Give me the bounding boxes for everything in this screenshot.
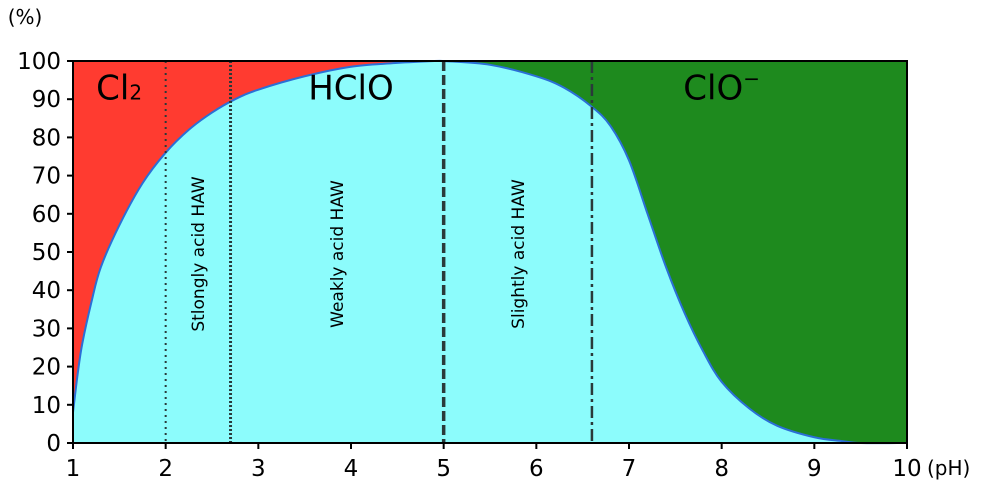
x-axis-unit: (pH)	[927, 456, 970, 480]
y-tick-label: 0	[46, 431, 61, 457]
x-tick-label: 9	[807, 456, 822, 482]
y-tick-label: 100	[17, 49, 61, 75]
axes: 0 10 20 30 40 50 60 70 80 90 100 1 2 3 4 5 6 7 8 9 10 (%) (pH)	[8, 5, 971, 482]
x-tick-label: 3	[251, 456, 266, 482]
region-labels: Cl2 HClO ClO−Stlongly acid HAW Weakly acid …	[96, 67, 760, 332]
y-tick-label: 20	[32, 355, 61, 381]
y-tick-label: 60	[32, 202, 61, 228]
y-tick-label: 40	[32, 278, 61, 304]
x-tick-label: 10	[892, 456, 921, 482]
hclo-region	[73, 60, 907, 444]
x-tick-label: 4	[344, 456, 359, 482]
band-label-1: Weakly acid HAW	[328, 180, 348, 328]
hclo-curve	[72, 59, 908, 445]
band-label-0: Stlongly acid HAW	[189, 176, 209, 331]
y-tick-label: 70	[32, 164, 61, 190]
x-tick-label: 8	[714, 456, 729, 482]
band-label-2: Slightly acid HAW	[509, 179, 529, 329]
region-label-hclo: HClO	[308, 69, 394, 109]
boundary-lines	[164, 61, 594, 443]
x-tick-label: 7	[622, 456, 637, 482]
x-tick-label: 2	[158, 456, 173, 482]
y-tick-label: 80	[32, 125, 61, 151]
x-tick-label: 1	[66, 456, 81, 482]
y-tick-label: 50	[32, 240, 61, 266]
y-tick-label: 30	[32, 316, 61, 342]
y-tick-label: 10	[32, 393, 61, 419]
y-axis-unit: (%)	[8, 5, 43, 29]
x-tick-label: 5	[436, 456, 451, 482]
cl2-region	[73, 60, 444, 413]
x-tick-label: 6	[529, 456, 544, 482]
y-tick-label: 90	[32, 87, 61, 113]
plot-areas	[72, 59, 908, 445]
